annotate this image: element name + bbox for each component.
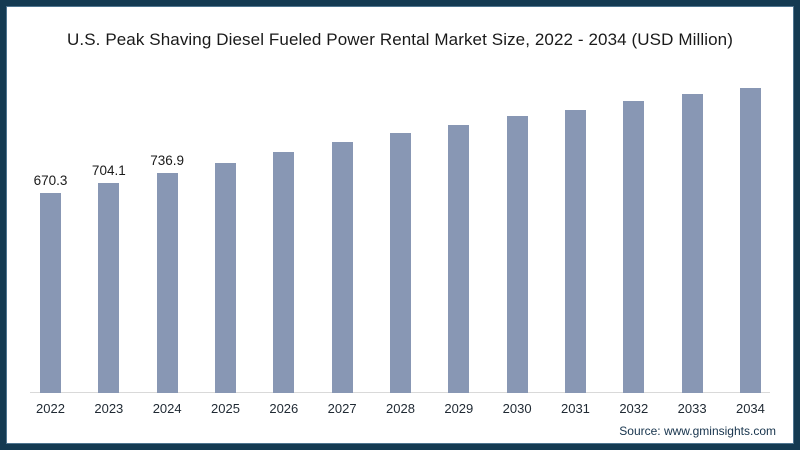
bar-2023: 704.1 2023 [92, 163, 126, 416]
bar-chart-plot-area: 670.3 2022 704.1 2023 736.9 2024 2025 2026 2027 2… [34, 80, 765, 416]
x-axis-label-2023: 2023 [94, 401, 124, 416]
x-axis-label-2029: 2029 [444, 401, 474, 416]
x-axis-label-2025: 2025 [211, 401, 240, 416]
bar-value-label-2023: 704.1 [91, 163, 126, 179]
source-credit: Source: www.gminsights.com [619, 424, 776, 438]
x-axis-label-2026: 2026 [269, 401, 299, 416]
bar-2029: 2029 [444, 124, 473, 416]
bar-2022: 670.3 2022 [34, 173, 68, 416]
bar-2027: 2027 [328, 142, 357, 416]
bar-2028: 2028 [386, 133, 415, 416]
bar-2032: 2032 [619, 100, 648, 416]
x-axis-label-2033: 2033 [677, 401, 707, 416]
x-axis-label-2022: 2022 [36, 401, 65, 416]
bar-value-label-2024: 736.9 [150, 153, 185, 169]
x-axis-label-2031: 2031 [560, 401, 590, 416]
chart-title: U.S. Peak Shaving Diesel Fueled Power Re… [67, 30, 733, 49]
bar-2030: 2030 [503, 116, 532, 416]
x-axis-label-2027: 2027 [327, 401, 357, 416]
x-axis-label-2028: 2028 [386, 401, 415, 416]
bar-2031: 2031 [561, 109, 590, 416]
x-axis-label-2032: 2032 [619, 401, 649, 416]
bar-2024: 736.9 2024 [150, 153, 184, 416]
bar-2033: 2033 [678, 94, 707, 416]
x-axis-label-2030: 2030 [502, 401, 532, 416]
bar-2025: 2025 [211, 162, 240, 416]
x-axis-label-2034: 2034 [735, 401, 765, 416]
bar-2026: 2026 [269, 151, 298, 416]
bar-value-label-2022: 670.3 [33, 173, 68, 189]
x-axis-label-2024: 2024 [152, 401, 182, 416]
bar-2034: 2034 [736, 87, 765, 416]
